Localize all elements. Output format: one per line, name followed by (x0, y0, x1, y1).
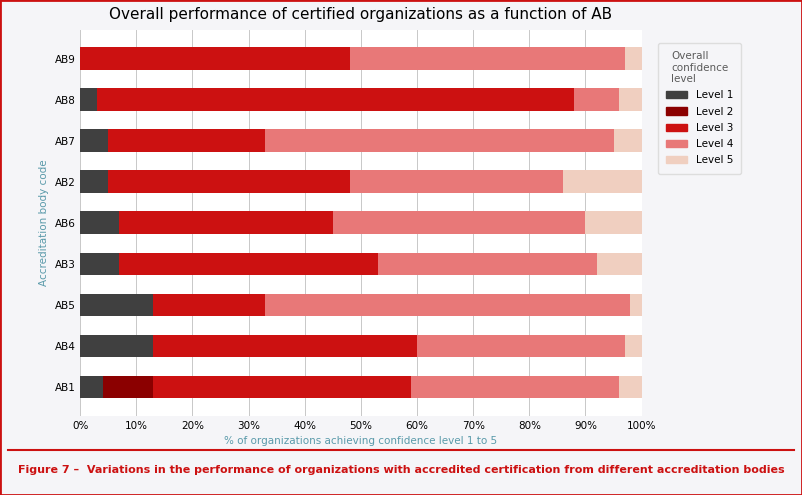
Bar (350, 47, 625, 70)
Bar (625, 47, 642, 70)
Bar (153, 376, 411, 398)
Bar (630, 294, 642, 316)
Bar (625, 335, 642, 357)
Bar (350, 170, 563, 193)
Bar (597, 252, 642, 275)
Bar (80, 211, 119, 234)
Bar (153, 335, 417, 357)
Bar (619, 376, 642, 398)
Bar (119, 211, 333, 234)
Y-axis label: Accreditation body code: Accreditation body code (39, 159, 49, 286)
Bar (80, 294, 153, 316)
Bar (333, 211, 585, 234)
Bar (108, 129, 265, 152)
Bar (80, 47, 350, 70)
Legend: Level 1, Level 2, Level 3, Level 4, Level 5: Level 1, Level 2, Level 3, Level 4, Leve… (658, 43, 741, 174)
Bar (585, 211, 642, 234)
Title: Overall performance of certified organizations as a function of AB: Overall performance of certified organiz… (109, 6, 613, 22)
Bar (119, 252, 378, 275)
Bar (80, 170, 108, 193)
Bar (411, 376, 619, 398)
Bar (563, 170, 642, 193)
Bar (80, 129, 108, 152)
Bar (574, 88, 619, 111)
Bar (619, 88, 642, 111)
Text: Figure 7 –  Variations in the performance of organizations with accredited certi: Figure 7 – Variations in the performance… (18, 465, 784, 475)
X-axis label: % of organizations achieving confidence level 1 to 5: % of organizations achieving confidence … (225, 436, 497, 446)
Bar (153, 294, 265, 316)
Bar (378, 252, 597, 275)
Bar (97, 88, 574, 111)
Bar (108, 170, 350, 193)
Bar (265, 294, 630, 316)
Bar (80, 335, 153, 357)
Bar (80, 88, 97, 111)
Bar (103, 376, 153, 398)
Bar (265, 129, 614, 152)
Bar (80, 252, 119, 275)
Bar (417, 335, 625, 357)
Bar (80, 376, 103, 398)
Bar (614, 129, 642, 152)
